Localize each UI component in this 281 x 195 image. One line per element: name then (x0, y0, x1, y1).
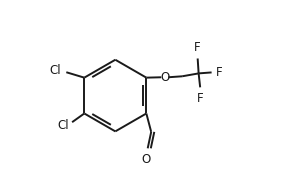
Text: O: O (160, 71, 169, 84)
Text: Cl: Cl (57, 119, 69, 132)
Text: Cl: Cl (49, 64, 61, 77)
Text: F: F (197, 92, 203, 105)
Text: F: F (194, 41, 201, 54)
Text: F: F (216, 66, 223, 79)
Text: O: O (142, 152, 151, 166)
